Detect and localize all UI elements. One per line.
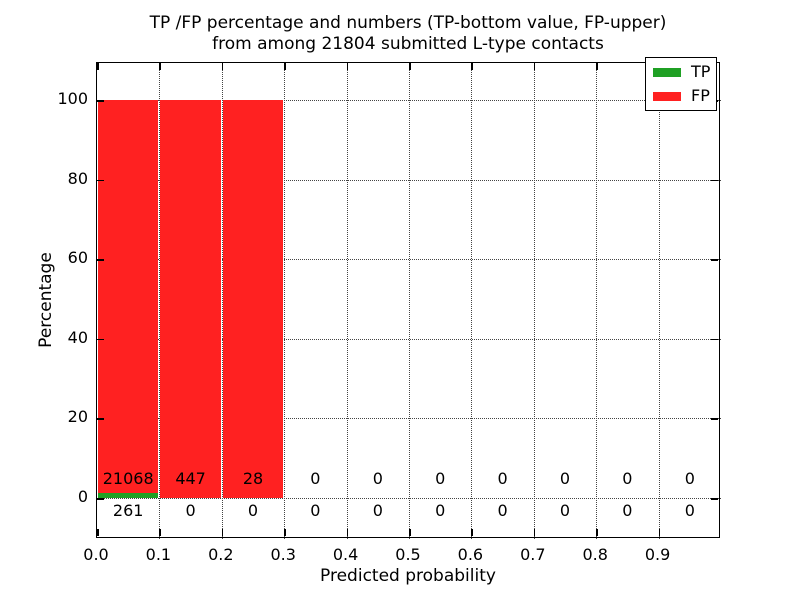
tp-count-label: 0 (247, 501, 259, 520)
x-tick-label: 0.5 (395, 545, 421, 564)
y-tick-right (711, 498, 718, 500)
fp-count-label: 0 (435, 469, 446, 488)
gridline-vertical (284, 63, 286, 539)
gridline-vertical (221, 63, 223, 539)
x-tick-bottom (284, 529, 286, 536)
y-tick-right (711, 338, 718, 341)
fp-count-label: 447 (175, 469, 206, 488)
y-tick-left (97, 338, 104, 341)
chart-title: TP /FP percentage and numbers (TP-bottom… (88, 13, 728, 55)
x-tick-bottom (221, 529, 224, 536)
x-tick-label: 0.6 (457, 545, 484, 564)
tp-count-label: 0 (372, 501, 383, 520)
fp-swatch (653, 91, 681, 101)
tp-count-label: 0 (497, 501, 508, 520)
x-tick-label: 0.1 (145, 545, 172, 564)
chart-title-line2: from among 21804 submitted L-type contac… (212, 34, 604, 54)
bar-segment-fp (98, 100, 159, 494)
y-tick-left (97, 418, 104, 420)
y-tick-left (97, 259, 104, 261)
x-tick-bottom (471, 529, 473, 536)
y-tick-left (97, 100, 104, 102)
y-tick-label: 60 (67, 248, 88, 268)
y-tick-label: 20 (67, 407, 88, 427)
chart-title-line1: TP /FP percentage and numbers (TP-bottom… (149, 13, 667, 33)
legend: TP FP (645, 57, 717, 111)
fp-count-label: 0 (684, 469, 695, 488)
gridline-vertical (159, 63, 161, 539)
x-tick-top (221, 63, 224, 70)
tp-count-label: 0 (622, 501, 633, 520)
tp-count-label: 0 (684, 501, 695, 520)
x-tick-bottom (533, 529, 536, 536)
x-tick-top (596, 63, 598, 70)
x-tick-top (346, 63, 349, 70)
fp-count-label: 0 (310, 469, 321, 488)
y-tick-label: 100 (57, 89, 88, 108)
x-tick-top (284, 63, 286, 70)
gridline-vertical (596, 63, 598, 539)
bar-segment-fp (160, 100, 221, 498)
x-tick-bottom (159, 529, 161, 536)
x-tick-top (533, 63, 536, 70)
x-tick-bottom (596, 529, 598, 536)
bar-segment-tp (98, 493, 159, 498)
x-tick-label: 0.4 (332, 545, 359, 564)
gridline-vertical (533, 63, 535, 539)
x-tick-bottom (346, 529, 349, 536)
gridline-vertical (471, 63, 473, 539)
tp-count-label: 261 (112, 501, 144, 520)
y-tick-left (97, 498, 104, 500)
y-tick-label: 40 (67, 327, 88, 347)
x-tick-label: 0.0 (83, 545, 109, 564)
tp-swatch (653, 67, 681, 77)
legend-label-fp: FP (691, 86, 710, 105)
fp-count-label: 0 (622, 469, 633, 488)
fp-count-label: 0 (497, 469, 508, 488)
y-tick-right (711, 418, 718, 420)
x-axis-label: Predicted probability (320, 566, 496, 586)
y-tick-left (97, 179, 104, 182)
x-tick-bottom (409, 529, 411, 536)
fp-count-label: 0 (559, 469, 571, 488)
bar-segment-fp (222, 100, 284, 498)
x-tick-top (471, 63, 473, 70)
x-tick-bottom (658, 529, 661, 536)
x-tick-label: 0.2 (208, 545, 234, 564)
plot-area: 21068 261 447 0 28 0 0 0 0 0 0 0 0 0 0 0 0 0 0 0 (96, 62, 721, 539)
x-tick-bottom (97, 529, 99, 536)
legend-row-tp: TP (653, 64, 710, 80)
x-tick-top (159, 63, 161, 70)
gridline-vertical (658, 63, 660, 539)
fp-count-label: 28 (242, 469, 264, 488)
legend-row-fp: FP (653, 88, 710, 104)
tp-count-label: 0 (310, 501, 321, 520)
y-tick-label: 0 (77, 487, 88, 506)
x-tick-label: 0.9 (644, 545, 671, 564)
y-tick-right (711, 259, 718, 261)
gridline-vertical (346, 63, 348, 539)
x-tick-top (409, 63, 411, 70)
x-tick-label: 0.3 (270, 545, 296, 564)
legend-label-tp: TP (691, 62, 711, 81)
y-tick-right (711, 179, 718, 182)
fp-count-label: 21068 (102, 469, 154, 488)
x-tick-top (97, 63, 99, 70)
fp-count-label: 0 (372, 469, 383, 488)
x-tick-label: 0.8 (582, 545, 608, 564)
x-tick-label: 0.7 (520, 545, 546, 564)
tp-count-label: 0 (185, 501, 196, 520)
gridline-vertical (409, 63, 410, 539)
tp-count-label: 0 (435, 501, 446, 520)
y-tick-label: 80 (67, 168, 88, 188)
tp-count-label: 0 (559, 501, 571, 520)
